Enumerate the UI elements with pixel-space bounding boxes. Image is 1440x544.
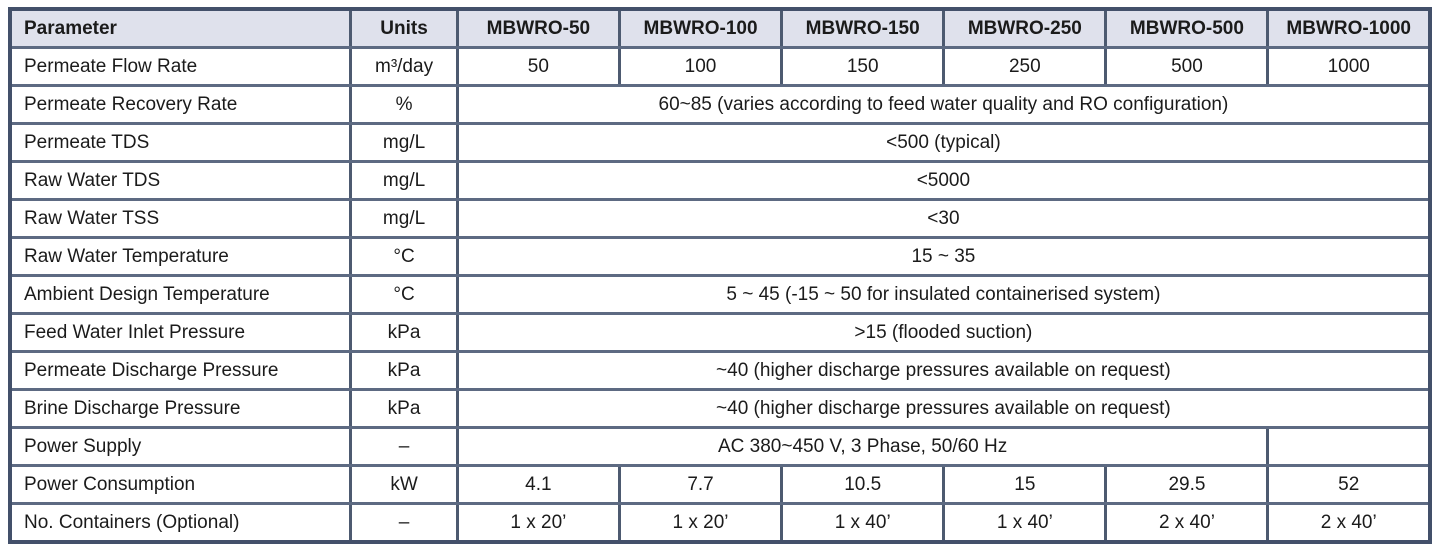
column-header-parameter: Parameter — [8, 7, 353, 49]
value-cell: 15 — [942, 464, 1108, 505]
table-row-permeate-discharge-pressure: Permeate Discharge Pressure kPa ~40 (hig… — [8, 350, 1432, 391]
value-cell: 150 — [780, 46, 946, 87]
span-value-cell: <5000 — [455, 160, 1432, 201]
units-cell: °C — [349, 236, 459, 277]
units-cell: mg/L — [349, 198, 459, 239]
span-value-cell: 60~85 (varies according to feed water qu… — [455, 84, 1432, 125]
span-value-cell: 5 ~ 45 (-15 ~ 50 for insulated container… — [455, 274, 1432, 315]
value-cell: 100 — [617, 46, 784, 87]
param-cell: Raw Water Temperature — [8, 236, 353, 277]
empty-value-cell — [1266, 426, 1432, 467]
column-header-units: Units — [349, 7, 459, 49]
span-value-cell: ~40 (higher discharge pressures availabl… — [455, 350, 1432, 391]
value-cell: 250 — [942, 46, 1108, 87]
table-row-power-supply: Power Supply – AC 380~450 V, 3 Phase, 50… — [8, 426, 1432, 467]
value-cell: 4.1 — [455, 464, 621, 505]
table-row-raw-water-tds: Raw Water TDS mg/L <5000 — [8, 160, 1432, 201]
param-cell: Brine Discharge Pressure — [8, 388, 353, 429]
table-row-permeate-tds: Permeate TDS mg/L <500 (typical) — [8, 122, 1432, 163]
span-value-cell: <30 — [455, 198, 1432, 239]
param-cell: Power Supply — [8, 426, 353, 467]
param-cell: Permeate Discharge Pressure — [8, 350, 353, 391]
units-cell: °C — [349, 274, 459, 315]
param-cell: Ambient Design Temperature — [8, 274, 353, 315]
units-cell: kW — [349, 464, 459, 505]
value-cell: 10.5 — [780, 464, 946, 505]
value-cell: 1000 — [1266, 46, 1432, 87]
param-cell: Raw Water TSS — [8, 198, 353, 239]
units-cell: kPa — [349, 388, 459, 429]
table-row-ambient-design-temperature: Ambient Design Temperature °C 5 ~ 45 (-1… — [8, 274, 1432, 315]
value-cell: 50 — [455, 46, 621, 87]
units-cell: mg/L — [349, 160, 459, 201]
spec-sheet-page: Parameter Units MBWRO-50 MBWRO-100 MBWRO… — [8, 7, 1432, 544]
value-cell: 500 — [1104, 46, 1270, 87]
column-header-mbwro-1000: MBWRO-1000 — [1266, 7, 1432, 49]
span-value-cell: AC 380~450 V, 3 Phase, 50/60 Hz — [455, 426, 1270, 467]
span-value-cell: <500 (typical) — [455, 122, 1432, 163]
param-cell: Permeate Recovery Rate — [8, 84, 353, 125]
column-header-mbwro-150: MBWRO-150 — [780, 7, 946, 49]
table-row-raw-water-tss: Raw Water TSS mg/L <30 — [8, 198, 1432, 239]
param-cell: Permeate TDS — [8, 122, 353, 163]
units-cell: % — [349, 84, 459, 125]
column-header-mbwro-500: MBWRO-500 — [1104, 7, 1270, 49]
param-cell: Power Consumption — [8, 464, 353, 505]
units-cell: m³/day — [349, 46, 459, 87]
table-row-power-consumption: Power Consumption kW 4.1 7.7 10.5 15 29.… — [8, 464, 1432, 505]
span-value-cell: >15 (flooded suction) — [455, 312, 1432, 353]
value-cell: 52 — [1266, 464, 1432, 505]
table-row-feed-water-inlet-pressure: Feed Water Inlet Pressure kPa >15 (flood… — [8, 312, 1432, 353]
param-cell: Raw Water TDS — [8, 160, 353, 201]
span-value-cell: 15 ~ 35 — [455, 236, 1432, 277]
param-cell: Permeate Flow Rate — [8, 46, 353, 87]
header-row: Parameter Units MBWRO-50 MBWRO-100 MBWRO… — [8, 7, 1432, 49]
units-cell: kPa — [349, 350, 459, 391]
table-row-permeate-recovery-rate: Permeate Recovery Rate % 60~85 (varies a… — [8, 84, 1432, 125]
units-cell: kPa — [349, 312, 459, 353]
units-cell: mg/L — [349, 122, 459, 163]
units-cell: – — [349, 426, 459, 467]
span-value-cell: ~40 (higher discharge pressures availabl… — [455, 388, 1432, 429]
column-header-mbwro-50: MBWRO-50 — [455, 7, 621, 49]
column-header-mbwro-250: MBWRO-250 — [942, 7, 1108, 49]
value-cell: 7.7 — [617, 464, 784, 505]
table-row-brine-discharge-pressure: Brine Discharge Pressure kPa ~40 (higher… — [8, 388, 1432, 429]
table-row-permeate-flow-rate: Permeate Flow Rate m³/day 50 100 150 250… — [8, 46, 1432, 87]
spec-table: Parameter Units MBWRO-50 MBWRO-100 MBWRO… — [8, 7, 1432, 544]
table-row-raw-water-temperature: Raw Water Temperature °C 15 ~ 35 — [8, 236, 1432, 277]
column-header-mbwro-100: MBWRO-100 — [617, 7, 784, 49]
value-cell: 29.5 — [1104, 464, 1270, 505]
param-cell: Feed Water Inlet Pressure — [8, 312, 353, 353]
